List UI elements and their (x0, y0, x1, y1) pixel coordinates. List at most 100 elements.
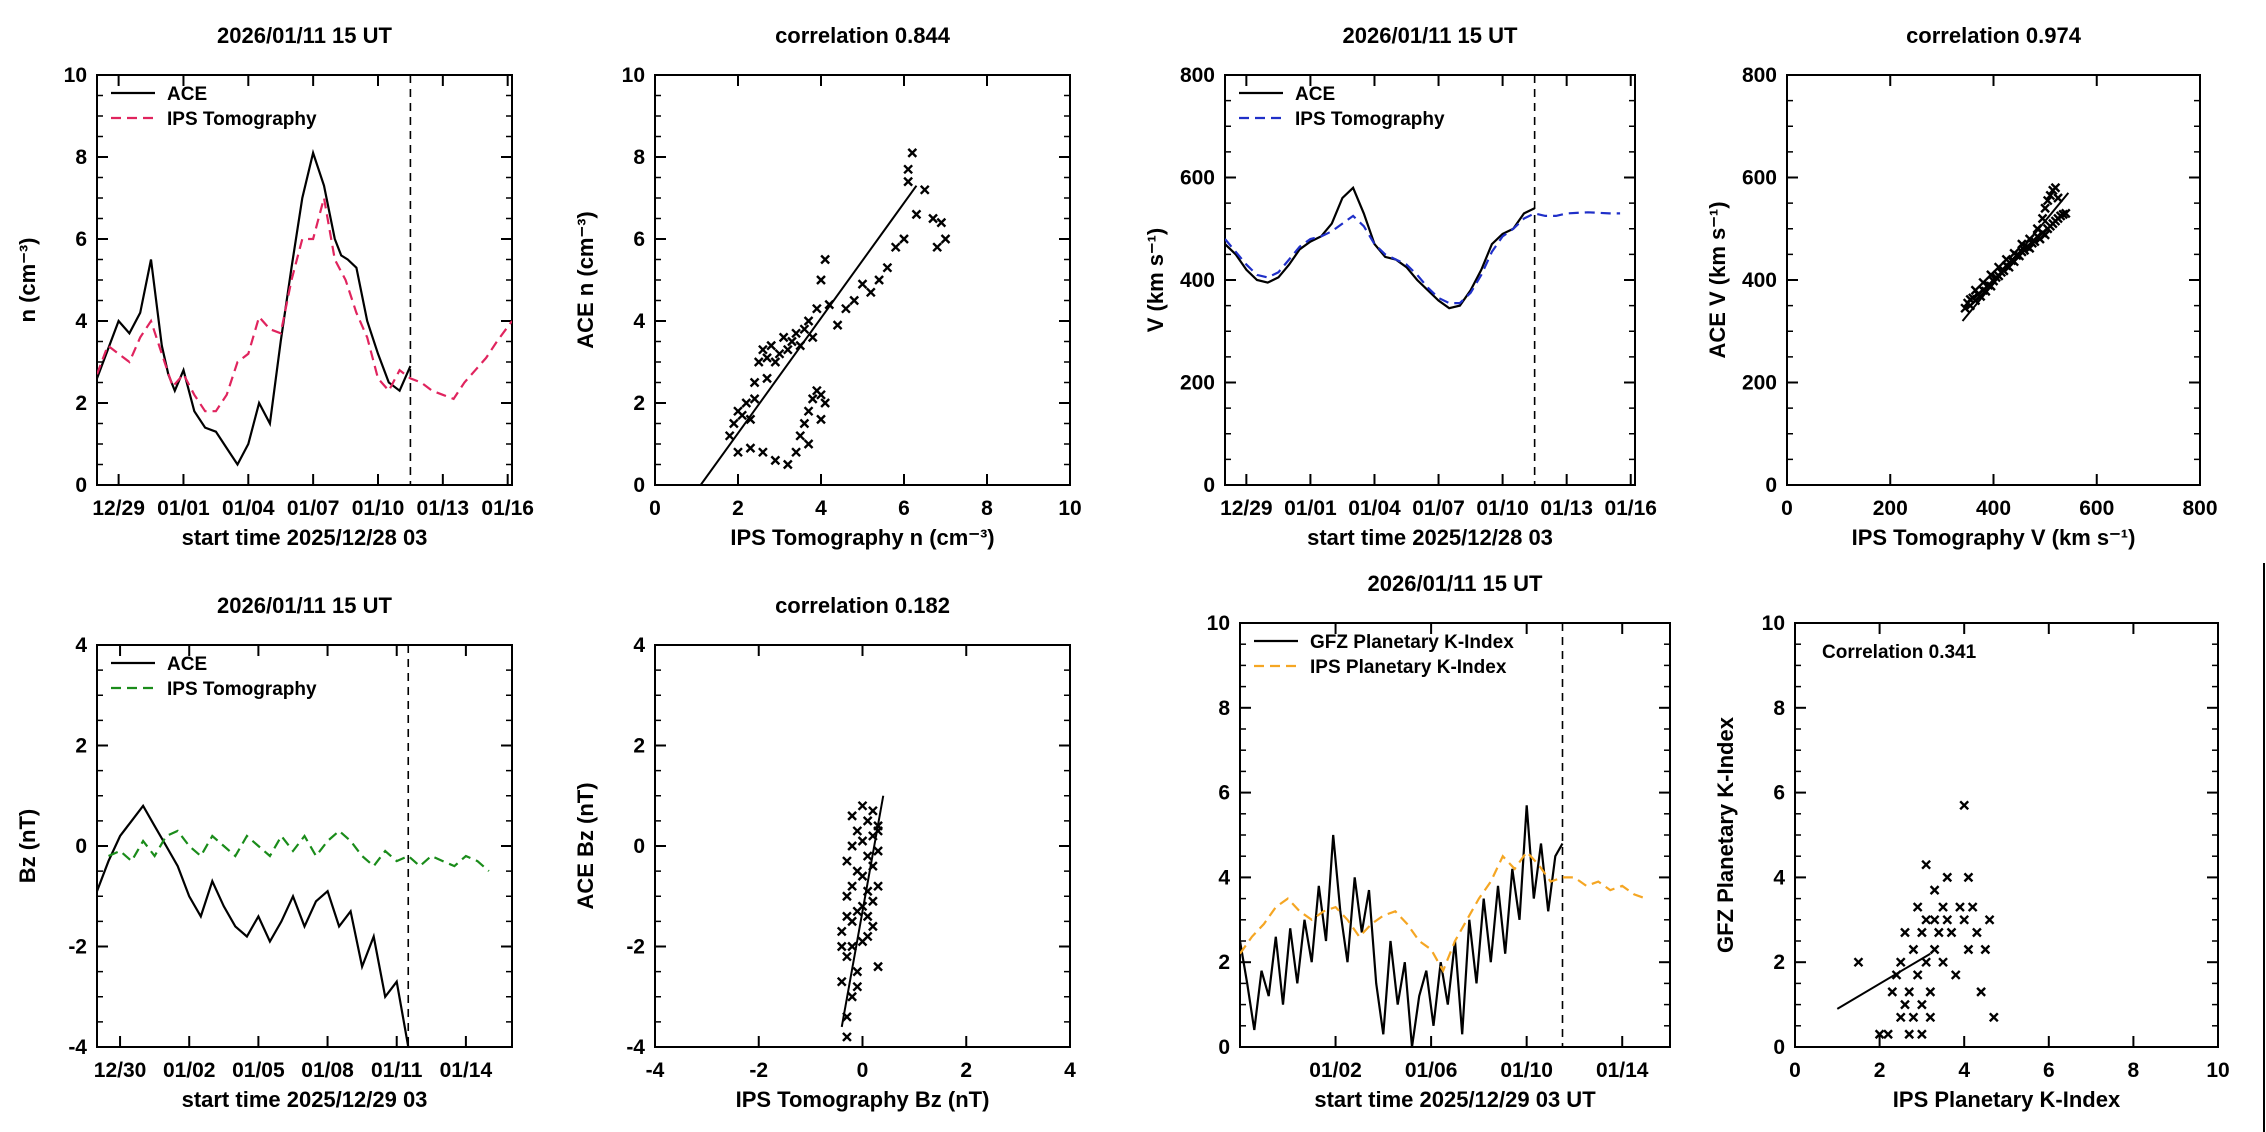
legend-label: GFZ Planetary K-Index (1310, 632, 1514, 653)
correlation-annotation: Correlation 0.341 (1822, 642, 1977, 663)
data-point (899, 234, 909, 244)
legend-label: IPS Tomography (167, 109, 317, 130)
data-point (824, 299, 835, 310)
data-point (1938, 957, 1948, 968)
x-axis-label: IPS Tomography V (km s⁻¹) (1852, 525, 2136, 550)
y-tick-label: 8 (1773, 697, 1785, 720)
series-line-1 (1240, 850, 1647, 974)
plot-frame (1224, 74, 1636, 486)
data-point (762, 353, 772, 363)
data-point (799, 324, 810, 335)
data-point (868, 861, 878, 871)
data-point (753, 357, 764, 367)
x-tick-label: 400 (1976, 497, 2011, 520)
data-point (836, 926, 847, 937)
data-point (852, 966, 863, 977)
data-point (1917, 999, 1927, 1010)
data-point (816, 275, 826, 285)
data-point (1960, 303, 1970, 314)
data-point (745, 443, 756, 453)
x-tick-label: 10 (1058, 497, 1081, 520)
y-tick-label: 4 (633, 634, 645, 657)
plot-frame (1794, 622, 2219, 1048)
data-point (1917, 927, 1927, 938)
data-point (1912, 902, 1923, 912)
y-tick-label: 200 (1742, 372, 1777, 395)
x-tick-label: 01/07 (287, 497, 340, 520)
data-point (741, 398, 752, 408)
y-tick-label: -2 (626, 936, 645, 959)
chart-title: correlation 0.182 (775, 593, 950, 618)
data-point (770, 357, 781, 367)
data-point (862, 931, 873, 942)
data-point (873, 881, 883, 892)
data-point (1921, 859, 1931, 870)
y-tick-label: 200 (1180, 372, 1215, 395)
data-point (787, 336, 797, 347)
data-point (868, 896, 878, 907)
x-tick-label: -4 (646, 1059, 665, 1082)
x-tick-label: 800 (2182, 497, 2217, 520)
plot-area (1960, 182, 2071, 322)
data-point (847, 811, 857, 821)
x-tick-label: 2 (1874, 1059, 1886, 1082)
x-tick-label: 600 (2079, 497, 2114, 520)
x-tick-label: 4 (815, 497, 827, 520)
x-axis-label: start time 2025/12/28 03 (182, 525, 428, 550)
chart-panel-kp_sc: 0 2 4 6 8 10 0 2 4 6 8 10 IPS Planetary K-Index GFZ P… (1713, 612, 2230, 1112)
data-point (890, 242, 901, 253)
y-tick-label: 10 (1207, 612, 1230, 635)
data-point (842, 951, 852, 962)
x-tick-label: 8 (981, 497, 993, 520)
data-point (928, 213, 938, 224)
data-point (903, 176, 913, 187)
y-tick-label: 400 (1180, 269, 1215, 292)
data-point (862, 911, 873, 922)
y-tick-label: 600 (1742, 167, 1777, 190)
data-point (2050, 182, 2061, 193)
x-tick-label: 12/30 (94, 1059, 147, 1082)
plot-area (97, 75, 512, 485)
y-tick-label: -4 (626, 1036, 645, 1059)
data-point (770, 455, 781, 466)
y-tick-label: 2 (633, 392, 645, 415)
x-tick-label: 10 (2206, 1059, 2229, 1082)
data-point (1883, 1029, 1893, 1040)
data-point (782, 459, 793, 470)
x-tick-label: 01/05 (232, 1059, 285, 1082)
data-point (737, 410, 747, 421)
x-tick-label: 0 (1781, 497, 1793, 520)
x-tick-label: 12/29 (1220, 497, 1273, 520)
y-tick-label: 2 (75, 735, 87, 758)
data-point (724, 430, 735, 441)
data-point (820, 398, 830, 408)
data-point (842, 1032, 852, 1042)
data-point (1967, 902, 1978, 912)
chart-panel-bz_ts: 2026/01/11 15 UT -4 -2 0 2 4 12/30 01/02 01/05 01… (15, 593, 513, 1112)
data-point (842, 1012, 852, 1022)
data-point (849, 295, 860, 306)
data-point (803, 406, 814, 417)
data-point (795, 340, 806, 351)
plot-area (1225, 75, 1621, 485)
y-tick-label: -4 (68, 1036, 87, 1059)
data-point (2032, 223, 2043, 234)
x-tick-label: 01/08 (301, 1059, 354, 1082)
y-tick-label: 6 (1218, 782, 1230, 805)
x-tick-label: 01/06 (1405, 1059, 1458, 1082)
data-point (2045, 190, 2056, 201)
x-tick-label: 12/29 (92, 497, 145, 520)
x-tick-label: 4 (1958, 1059, 1970, 1082)
data-point (1895, 1012, 1906, 1023)
x-tick-label: 01/02 (163, 1059, 216, 1082)
x-tick-label: 01/01 (157, 497, 210, 520)
y-tick-label: 2 (1773, 951, 1785, 974)
data-point (836, 976, 847, 987)
data-point (816, 414, 826, 425)
data-point (1925, 1012, 1936, 1023)
x-axis-label: start time 2025/12/28 03 (1307, 525, 1553, 550)
fit-line (699, 185, 918, 485)
data-point (868, 805, 878, 816)
series-line-0 (97, 803, 410, 1047)
data-point (842, 856, 852, 866)
